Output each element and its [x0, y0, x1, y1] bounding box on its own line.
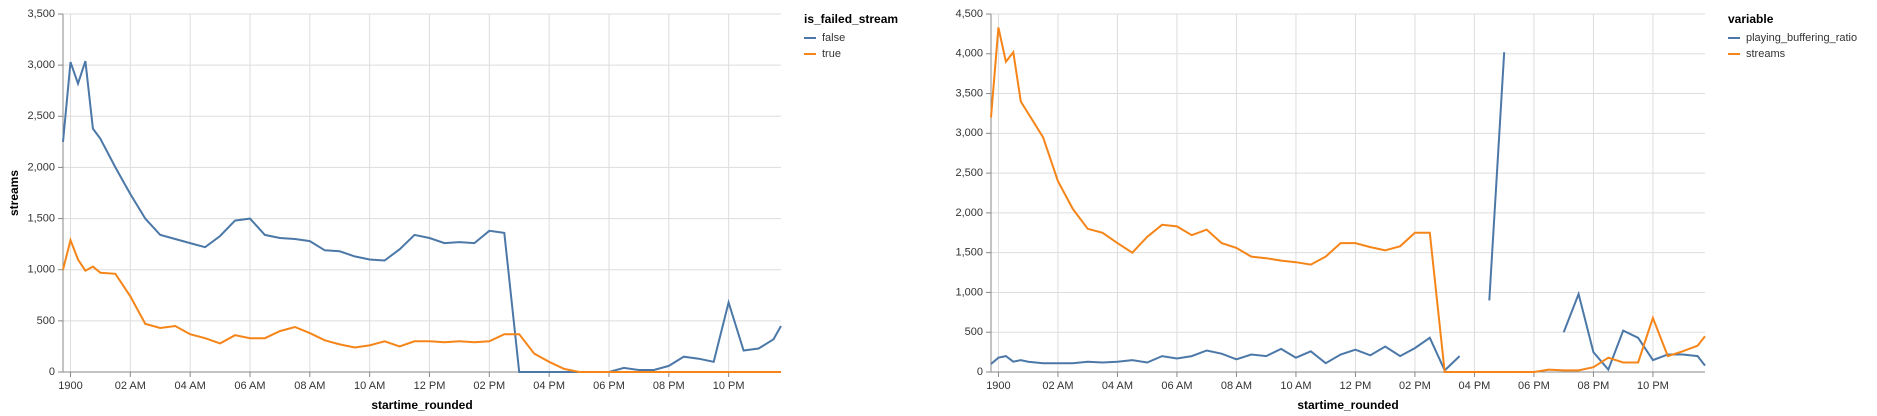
series-line — [990, 52, 1706, 373]
y-tick-label: 4,500 — [955, 8, 983, 20]
y-tick-label: 3,500 — [27, 8, 55, 20]
y-tick-label: 3,000 — [27, 59, 55, 71]
y-tick-label: 2,500 — [955, 167, 983, 179]
x-tick-label: 1900 — [986, 380, 1010, 392]
series-line — [62, 236, 781, 373]
x-tick-label: 1900 — [58, 380, 82, 392]
y-tick-label: 3,000 — [955, 127, 983, 139]
x-tick-label: 12 PM — [414, 380, 446, 392]
legend-label: streams — [1746, 48, 1786, 60]
y-axis-title: streams — [7, 170, 21, 216]
y-tick-label: 3,500 — [955, 87, 983, 99]
series-line — [990, 27, 1706, 373]
x-tick-label: 06 PM — [1518, 380, 1550, 392]
y-tick-label: 500 — [37, 315, 55, 327]
x-tick-label: 10 AM — [354, 380, 385, 392]
x-tick-label: 02 PM — [1399, 380, 1431, 392]
x-tick-label: 06 PM — [593, 380, 625, 392]
y-tick-label: 1,500 — [27, 212, 55, 224]
series-line — [62, 60, 782, 373]
x-tick-label: 08 PM — [1578, 380, 1610, 392]
x-tick-label: 04 PM — [533, 380, 565, 392]
x-tick-label: 12 PM — [1340, 380, 1372, 392]
y-tick-label: 2,000 — [27, 161, 55, 173]
x-tick-label: 10 PM — [1637, 380, 1669, 392]
x-tick-label: 08 AM — [294, 380, 325, 392]
y-tick-label: 0 — [977, 366, 983, 378]
x-tick-label: 02 PM — [473, 380, 505, 392]
legend-title: variable — [1728, 12, 1774, 26]
y-tick-label: 2,500 — [27, 110, 55, 122]
y-tick-label: 1,000 — [955, 286, 983, 298]
legend-label: false — [822, 32, 845, 44]
x-tick-label: 08 AM — [1221, 380, 1252, 392]
x-tick-label: 08 PM — [653, 380, 685, 392]
y-tick-label: 500 — [965, 326, 983, 338]
x-tick-label: 04 PM — [1459, 380, 1491, 392]
legend-title: is_failed_stream — [804, 12, 898, 26]
legend-label: playing_buffering_ratio — [1746, 32, 1857, 44]
legend-label: true — [822, 48, 841, 60]
x-tick-label: 04 AM — [1102, 380, 1133, 392]
x-tick-label: 02 AM — [115, 380, 146, 392]
x-tick-label: 04 AM — [175, 380, 206, 392]
x-tick-label: 06 AM — [1161, 380, 1192, 392]
x-tick-label: 02 AM — [1042, 380, 1073, 392]
x-axis-title: startime_rounded — [371, 398, 472, 412]
y-tick-label: 2,000 — [955, 207, 983, 219]
x-axis-title: startime_rounded — [1297, 398, 1398, 412]
x-tick-label: 10 AM — [1280, 380, 1311, 392]
y-tick-label: 1,500 — [955, 247, 983, 259]
y-tick-label: 1,000 — [27, 264, 55, 276]
x-tick-label: 06 AM — [234, 380, 265, 392]
y-tick-label: 0 — [49, 366, 55, 378]
y-tick-label: 4,000 — [955, 48, 983, 60]
x-tick-label: 10 PM — [713, 380, 745, 392]
